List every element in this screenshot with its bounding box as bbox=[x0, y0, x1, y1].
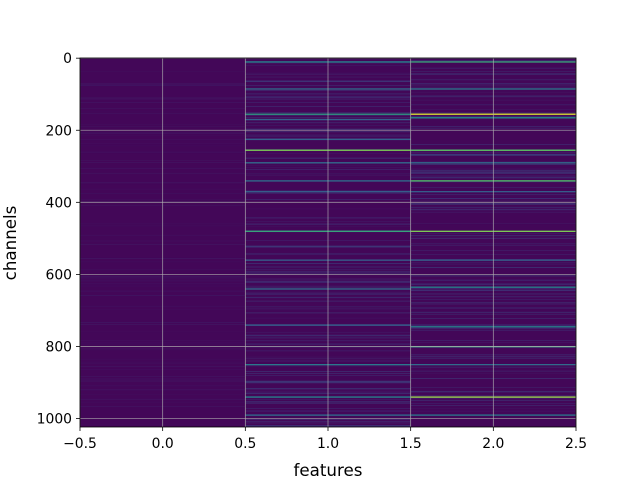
y-tick-label: 200 bbox=[45, 123, 72, 139]
y-tick-label: 1000 bbox=[37, 412, 72, 428]
y-tick-label: 0 bbox=[63, 51, 72, 67]
x-tick-label: 1.5 bbox=[400, 436, 422, 452]
y-axis-label: channels bbox=[0, 206, 20, 281]
x-axis-ticks: −0.5 0.0 0.5 1.0 1.5 2.0 2.5 bbox=[63, 427, 587, 452]
x-tick-label: 0.5 bbox=[234, 436, 256, 452]
x-axis-label: features bbox=[294, 460, 363, 480]
x-tick-label: 2.0 bbox=[482, 436, 504, 452]
y-axis-ticks: 0 200 400 600 800 1000 bbox=[37, 51, 80, 428]
y-tick-label: 400 bbox=[45, 195, 72, 211]
x-tick-label: 2.5 bbox=[565, 436, 587, 452]
x-tick-label: 1.0 bbox=[317, 436, 339, 452]
y-tick-label: 800 bbox=[45, 339, 72, 355]
y-tick-label: 600 bbox=[45, 267, 72, 283]
x-tick-label: 0.0 bbox=[152, 436, 174, 452]
x-tick-label: −0.5 bbox=[63, 436, 97, 452]
